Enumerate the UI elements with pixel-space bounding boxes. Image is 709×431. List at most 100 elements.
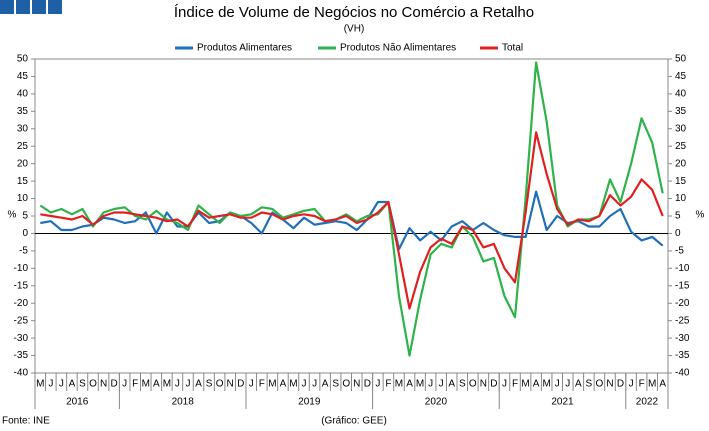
legend-label: Produtos Não Alimentares: [340, 43, 456, 54]
source: Fonte: INE: [2, 416, 50, 427]
y2-axis-label: %: [696, 210, 705, 221]
year-label: 2022: [636, 397, 659, 408]
x-tick-label: O: [216, 379, 224, 390]
legend-label: Total: [502, 43, 523, 54]
x-tick-label: S: [206, 379, 213, 390]
y-tick-label: 20: [17, 158, 29, 169]
y2-tick-label: 45: [675, 71, 687, 82]
y-tick-label: -25: [14, 315, 29, 326]
x-tick-label: J: [629, 379, 634, 390]
x-tick-label: O: [342, 379, 350, 390]
x-tick-label: J: [312, 379, 317, 390]
x-tick-label: A: [280, 379, 287, 390]
year-label: 2018: [172, 397, 195, 408]
x-tick-label: M: [416, 379, 424, 390]
x-tick-label: N: [606, 379, 613, 390]
x-tick-label: M: [648, 379, 656, 390]
x-tick-label: F: [385, 379, 391, 390]
x-tick-label: N: [353, 379, 360, 390]
x-tick-label: M: [395, 379, 403, 390]
year-label: 2021: [551, 397, 574, 408]
logo-block: [0, 0, 14, 14]
y-tick-label: 15: [17, 176, 29, 187]
x-tick-label: D: [237, 379, 244, 390]
x-tick-label: A: [448, 379, 455, 390]
y-tick-label: -15: [14, 280, 29, 291]
year-label: 2020: [425, 397, 448, 408]
x-tick-label: M: [543, 379, 551, 390]
x-tick-label: F: [639, 379, 645, 390]
y2-tick-label: 40: [675, 89, 687, 100]
y-tick-label: 40: [17, 89, 29, 100]
y2-tick-label: 25: [675, 141, 687, 152]
x-tick-label: S: [332, 379, 339, 390]
x-tick-label: J: [428, 379, 433, 390]
legend-label: Produtos Alimentares: [197, 43, 292, 54]
x-tick-label: J: [375, 379, 380, 390]
y2-tick-label: 5: [675, 211, 681, 222]
x-tick-label: J: [59, 379, 64, 390]
y2-tick-label: 15: [675, 176, 687, 187]
y-tick-label: 30: [17, 123, 29, 134]
x-tick-label: J: [249, 379, 254, 390]
x-tick-label: D: [364, 379, 371, 390]
x-tick-label: J: [565, 379, 570, 390]
y2-tick-label: -20: [675, 298, 690, 309]
x-tick-label: S: [79, 379, 86, 390]
x-tick-label: A: [533, 379, 540, 390]
x-tick-label: J: [185, 379, 190, 390]
series-line: [40, 131, 664, 310]
y-tick-label: -5: [19, 246, 28, 257]
y-tick-label: -30: [14, 333, 29, 344]
credit: (Gráfico: GEE): [321, 416, 387, 427]
y2-tick-label: 50: [675, 54, 687, 65]
logo-block: [32, 0, 46, 14]
y2-tick-label: 20: [675, 158, 687, 169]
series-line: [40, 190, 664, 251]
x-tick-label: F: [512, 379, 518, 390]
y2-tick-label: 0: [675, 228, 681, 239]
x-tick-label: M: [268, 379, 276, 390]
x-tick-label: D: [617, 379, 624, 390]
x-tick-label: F: [132, 379, 138, 390]
x-tick-label: M: [521, 379, 529, 390]
x-tick-label: J: [439, 379, 444, 390]
x-tick-label: A: [322, 379, 329, 390]
y-tick-label: 50: [17, 54, 29, 65]
y-tick-label: 0: [22, 228, 28, 239]
x-tick-label: A: [69, 379, 76, 390]
x-tick-label: A: [575, 379, 582, 390]
x-tick-label: J: [302, 379, 307, 390]
y-tick-label: 35: [17, 106, 29, 117]
y2-tick-label: 35: [675, 106, 687, 117]
x-tick-label: J: [122, 379, 127, 390]
year-label: 2019: [298, 397, 321, 408]
x-tick-label: O: [89, 379, 97, 390]
x-tick-label: A: [659, 379, 666, 390]
x-tick-label: O: [469, 379, 477, 390]
y2-tick-label: -15: [675, 280, 690, 291]
x-tick-label: O: [596, 379, 604, 390]
y2-tick-label: -35: [675, 350, 690, 361]
x-tick-label: J: [555, 379, 560, 390]
y-tick-label: 10: [17, 193, 29, 204]
y2-tick-label: 10: [675, 193, 687, 204]
x-tick-label: N: [227, 379, 234, 390]
x-tick-label: N: [100, 379, 107, 390]
logo-block: [48, 0, 62, 14]
chart-title: Índice de Volume de Negócios no Comércio…: [174, 4, 534, 21]
x-tick-label: S: [586, 379, 593, 390]
y-tick-label: 5: [22, 211, 28, 222]
y-tick-label: 25: [17, 141, 29, 152]
y2-tick-label: 30: [675, 123, 687, 134]
year-label: 2016: [66, 397, 89, 408]
y-tick-label: -10: [14, 263, 29, 274]
y2-tick-label: -25: [675, 315, 690, 326]
x-tick-label: F: [259, 379, 265, 390]
x-tick-label: J: [48, 379, 53, 390]
y-tick-label: -35: [14, 350, 29, 361]
y-tick-label: -20: [14, 298, 29, 309]
y2-tick-label: -30: [675, 333, 690, 344]
x-tick-label: A: [195, 379, 202, 390]
